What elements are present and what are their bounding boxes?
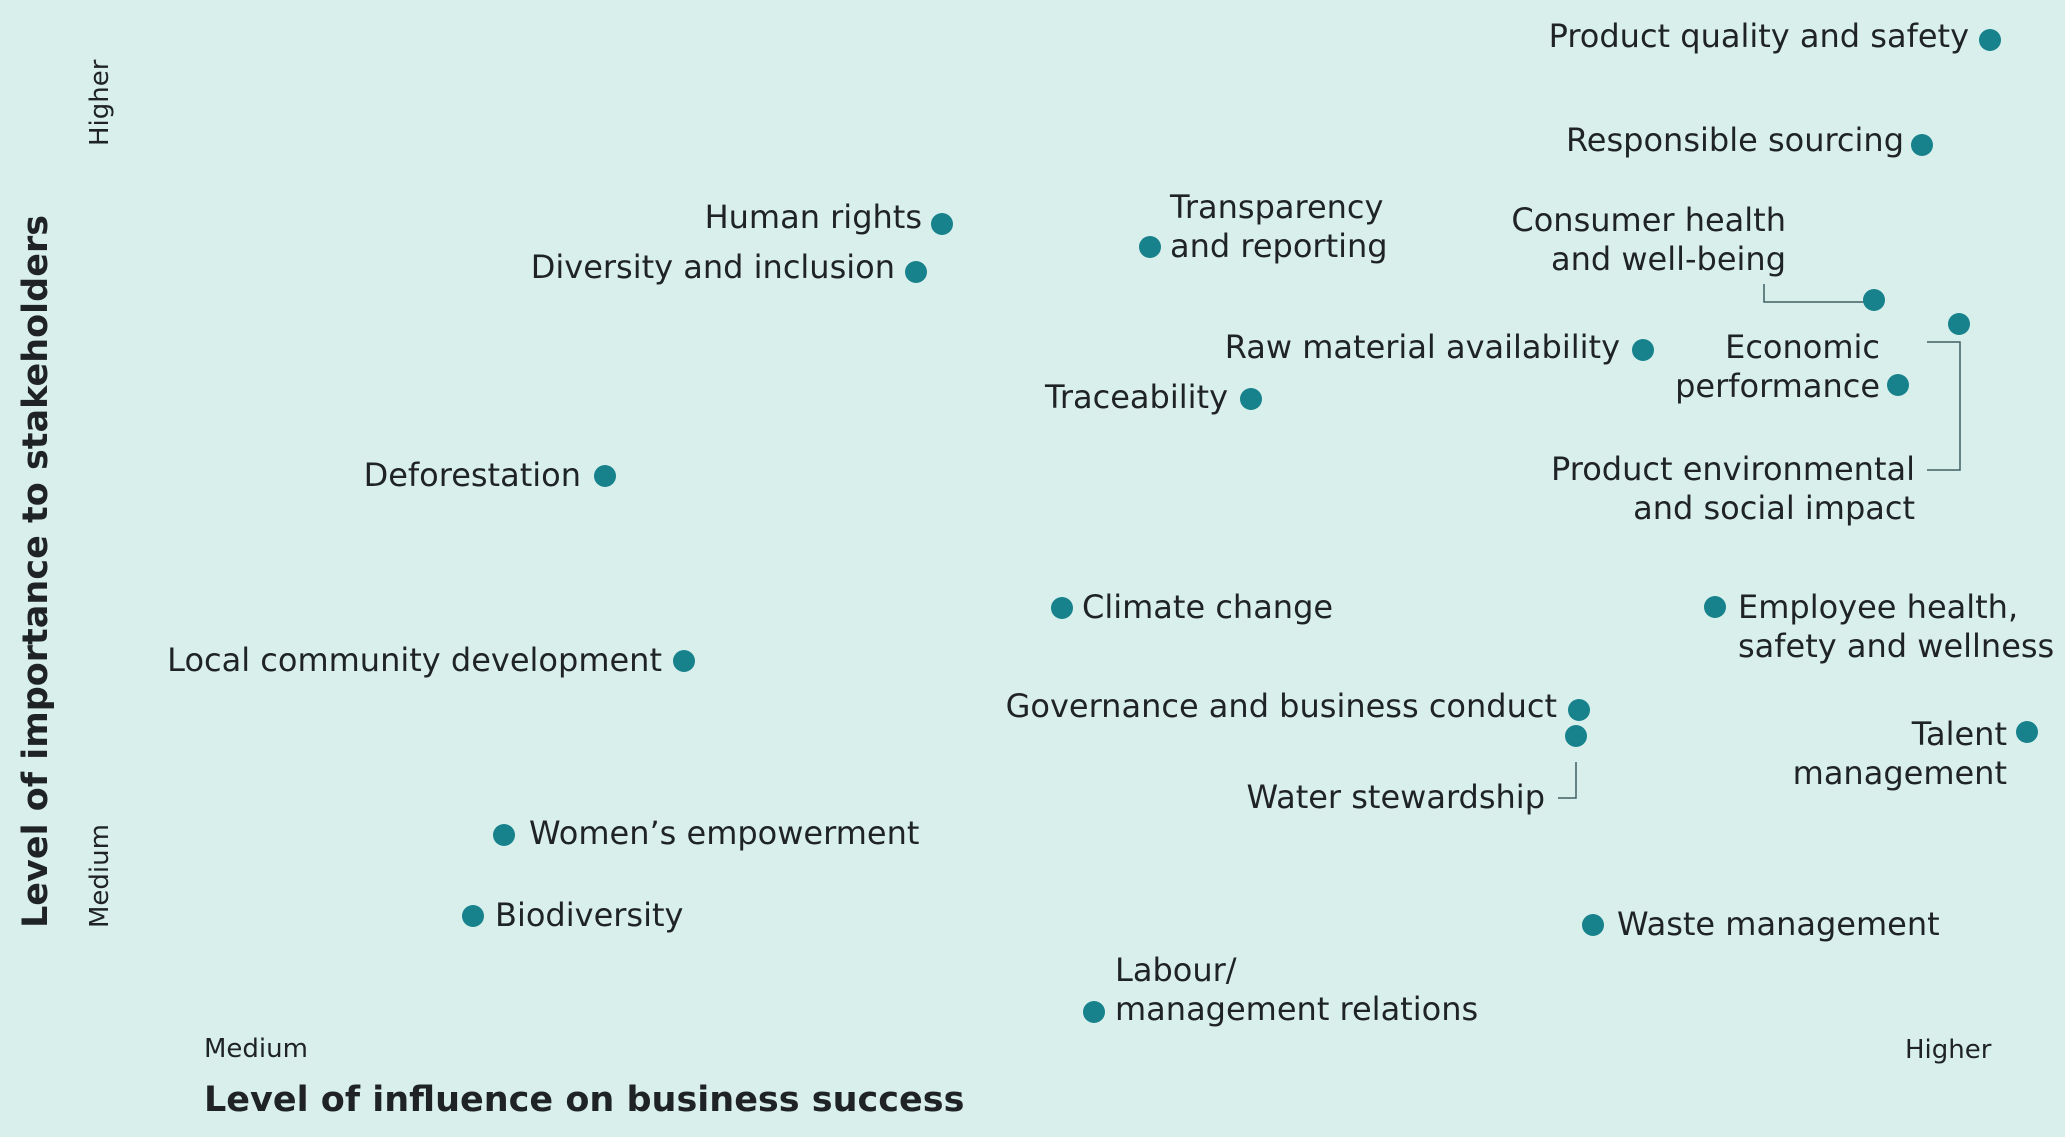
points-layer (462, 29, 2038, 1023)
point-traceability (1240, 388, 1262, 410)
y-tick-medium: Medium (85, 824, 115, 928)
label-transparency-and-reporting: Transparency and reporting (1169, 188, 1388, 265)
point-waste-management (1582, 914, 1604, 936)
label-product-environmental-and-social-impact: Product environmental and social impact (1551, 450, 1915, 527)
label-waste-management: Waste management (1617, 905, 1940, 943)
point-raw-material-availability (1632, 339, 1654, 361)
label-raw-material-availability: Raw material availability (1225, 328, 1620, 366)
point-climate-change (1051, 597, 1073, 619)
y-axis-title: Level of importance to stakeholders (16, 215, 56, 928)
point-product-quality-and-safety (1979, 29, 2001, 51)
label-climate-change: Climate change (1082, 588, 1333, 626)
labels-layer: Product quality and safety Responsible so… (167, 17, 2054, 1028)
leader-water-stewardship (1558, 762, 1577, 799)
point-talent-management (2016, 721, 2038, 743)
point-diversity-and-inclusion (905, 261, 927, 283)
point-human-rights (931, 213, 953, 235)
label-traceability: Traceability (1044, 378, 1228, 416)
x-axis-title: Level of influence on business success (204, 1080, 964, 1120)
point-economic-performance (1887, 374, 1909, 396)
label-deforestation: Deforestation (364, 456, 581, 494)
label-economic-performance: Economic performance (1675, 328, 1880, 405)
label-product-quality-and-safety: Product quality and safety (1549, 17, 1969, 55)
point-transparency-and-reporting (1139, 236, 1161, 258)
x-tick-medium: Medium (204, 1034, 308, 1064)
point-employee-health-safety-and-wellness (1704, 596, 1726, 618)
label-biodiversity: Biodiversity (495, 896, 683, 934)
point-biodiversity (462, 905, 484, 927)
point-water-stewardship (1565, 725, 1587, 747)
label-labour-management-relations: Labour/management relations (1115, 951, 1478, 1028)
label-women-s-empowerment: Women’s empowerment (529, 814, 919, 852)
point-responsible-sourcing (1911, 134, 1933, 156)
label-governance-and-business-conduct: Governance and business conduct (1006, 687, 1557, 725)
point-consumer-health-and-well-being (1863, 289, 1885, 311)
label-employee-health-safety-and-wellness: Employee health, safety and wellness (1738, 588, 2054, 665)
point-labour-management-relations (1083, 1001, 1105, 1023)
point-local-community-development (673, 650, 695, 672)
point-women-s-empowerment (493, 824, 515, 846)
label-responsible-sourcing: Responsible sourcing (1566, 121, 1904, 159)
label-human-rights: Human rights (705, 198, 922, 236)
leader-consumer-health (1763, 284, 1866, 303)
label-consumer-health-and-well-being: Consumer health and well-being (1511, 201, 1786, 278)
label-water-stewardship: Water stewardship (1246, 778, 1545, 816)
point-deforestation (594, 465, 616, 487)
label-talent-management: Talent management (1793, 715, 2007, 792)
y-tick-higher: Higher (85, 59, 115, 146)
point-governance-and-business-conduct (1568, 699, 1590, 721)
label-diversity-and-inclusion: Diversity and inclusion (531, 248, 895, 286)
point-product-environmental-and-social-impact (1948, 313, 1970, 335)
label-local-community-development: Local community development (167, 641, 662, 679)
x-tick-higher: Higher (1905, 1035, 1992, 1065)
leader-product-environmental (1927, 341, 1961, 471)
